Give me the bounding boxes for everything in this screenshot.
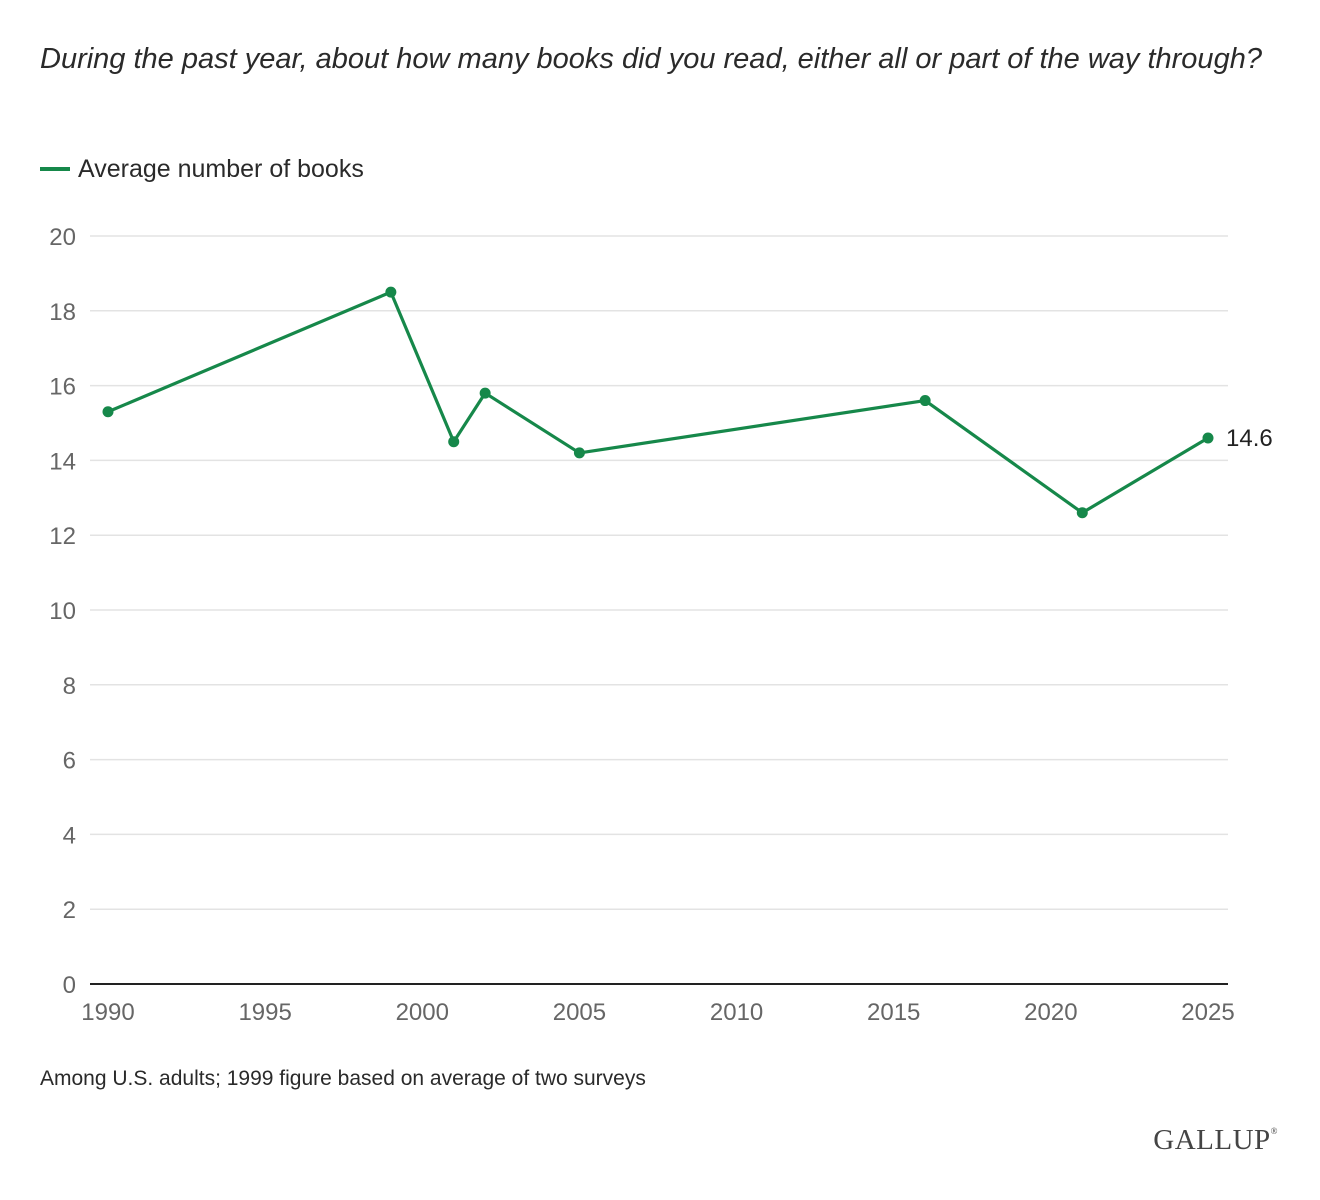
y-tick-label: 14 [49,448,76,475]
end-value-label: 14.6 [1226,425,1273,452]
data-labels: 14.6 [1226,425,1273,452]
y-tick-label: 2 [63,897,76,924]
gallup-logo: GALLUP® [1153,1124,1278,1157]
y-tick-label: 20 [49,224,76,251]
data-point [573,447,585,459]
x-tick-label: 2025 [1181,999,1234,1026]
brand-name: GALLUP [1153,1124,1271,1156]
x-tick-label: 2020 [1024,999,1077,1026]
data-point [1076,507,1088,519]
y-tick-label: 0 [63,972,76,999]
data-point [919,395,931,407]
gridlines [90,235,1228,910]
x-tick-label: 2015 [867,999,920,1026]
y-tick-label: 16 [49,374,76,401]
y-tick-label: 10 [49,598,76,625]
data-point [448,436,460,448]
chart-title: During the past year, about how many boo… [40,43,1262,75]
data-point [385,286,397,298]
y-tick-label: 8 [63,673,76,700]
data-point [479,387,491,399]
y-tick-label: 18 [49,299,76,326]
legend-label: Average number of books [78,154,364,183]
data-point [1202,432,1214,444]
legend-line-swatch [40,167,70,171]
x-tick-label: 2000 [396,999,449,1026]
series-line [106,290,1210,515]
footnote: Among U.S. adults; 1999 figure based on … [40,1067,646,1090]
data-point [102,406,114,418]
y-tick-label: 4 [63,822,76,849]
chart-legend: Average number of books [40,152,364,186]
registered-mark: ® [1270,1126,1278,1136]
axes: 0 2 4 6 8 10 12 14 16 18 20 1990 1995 2000 2005 2010 201… [49,224,1234,1026]
x-tick-label: 2005 [553,999,606,1026]
x-tick-label: 2010 [710,999,763,1026]
y-tick-label: 12 [49,523,76,550]
series [102,286,1214,519]
y-tick-label: 6 [63,748,76,775]
x-tick-label: 1995 [238,999,291,1026]
x-tick-label: 1990 [81,999,134,1026]
